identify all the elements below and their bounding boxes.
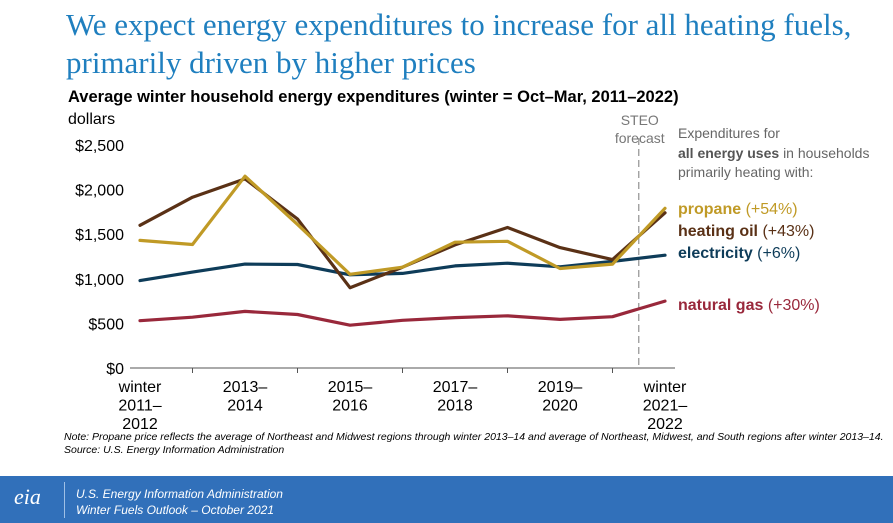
series-line-propane	[138, 174, 667, 276]
y-tick-label: $2,000	[75, 183, 124, 200]
x-tick-label: 2015– 2016	[328, 379, 373, 415]
forecast-label-line: forecast	[615, 130, 665, 146]
legend-entry-electricity: electricity (+6%)	[678, 245, 800, 263]
legend-entry-natural-gas: natural gas (+30%)	[678, 297, 820, 315]
legend-name-heating-oil: heating oil	[678, 223, 758, 240]
x-tick-label-line: 2013–	[223, 379, 268, 396]
x-tick-label-line: 2012	[122, 416, 158, 433]
y-tick-label: $2,500	[75, 138, 124, 155]
y-tick-label: $500	[88, 316, 124, 333]
footer-report: Winter Fuels Outlook – October 2021	[76, 503, 274, 517]
footer-bar: eia U.S. Energy Information Administrati…	[0, 476, 893, 523]
legend-entry-heating-oil: heating oil (+43%)	[678, 223, 814, 241]
series-line-heating-oil	[138, 177, 667, 290]
legend-change-natural-gas: (+30%)	[767, 297, 820, 314]
x-tick-label: 2013– 2014	[223, 379, 268, 415]
legend-change-propane: (+54%)	[745, 201, 798, 218]
series-line-natural-gas	[138, 299, 667, 327]
x-tick-label: 2017– 2018	[433, 379, 478, 415]
x-tick-label: 2019– 2020	[538, 379, 583, 415]
x-tick-label-line: winter	[118, 379, 162, 396]
note-text: Note: Propane price reflects the average…	[64, 431, 884, 443]
chart-note: Note: Propane price reflects the average…	[64, 431, 893, 457]
y-tick-label: $1,000	[75, 272, 124, 289]
slide-headline: We expect energy expenditures to increas…	[66, 7, 852, 80]
legend-name-electricity: electricity	[678, 245, 753, 262]
y-tick-label: $0	[106, 361, 124, 378]
legend-entry-propane: propane (+54%)	[678, 201, 798, 219]
x-tick-label-line: 2021–	[643, 398, 688, 415]
x-tick-label-line: 2018	[437, 398, 473, 415]
line-chart: dollars $0 $500 $1,000 $1,500 $2,000 $2,500 win…	[68, 111, 688, 433]
x-tick-label-line: 2011–	[118, 398, 161, 415]
legend-change-electricity: (+6%)	[757, 245, 801, 262]
chart-title: Average winter household energy expendit…	[68, 88, 679, 106]
forecast-label-line: STEO	[621, 112, 659, 128]
legend-intro-bold: all energy uses	[678, 144, 780, 161]
y-axis-unit-label: dollars	[68, 111, 115, 128]
footer-divider	[64, 482, 65, 518]
x-tick-label: winter 2011– 2012	[118, 379, 162, 433]
legend-name-natural-gas: natural gas	[678, 297, 764, 314]
forecast-label: STEO forecast	[615, 112, 665, 146]
legend-change-heating-oil: (+43%)	[762, 223, 815, 240]
x-tick-label: winter 2021– 2022	[643, 379, 688, 433]
x-tick-label-line: 2014	[227, 398, 263, 415]
source-text: Source: U.S. Energy Information Administ…	[64, 444, 285, 456]
x-tick-label-line: 2019–	[538, 379, 583, 396]
legend-name-propane: propane	[678, 201, 742, 218]
legend-intro-pre: Expenditures for	[678, 125, 780, 141]
footer-agency: U.S. Energy Information Administration	[76, 487, 283, 501]
x-tick-label-line: 2020	[542, 398, 578, 415]
x-tick-label-line: 2015–	[328, 379, 373, 396]
legend-intro-post: in households primarily heating with:	[678, 144, 870, 181]
y-tick-label: $1,500	[75, 227, 124, 244]
legend-intro: Expenditures for all energy uses in hous…	[678, 124, 878, 183]
x-tick-label-line: winter	[643, 379, 687, 396]
x-tick-label-line: 2017–	[433, 379, 478, 396]
x-tick-label-line: 2016	[332, 398, 368, 415]
x-tick-label-line: 2022	[647, 416, 683, 433]
eia-logo[interactable]: eia	[14, 484, 41, 509]
series-line-electricity	[138, 253, 667, 283]
